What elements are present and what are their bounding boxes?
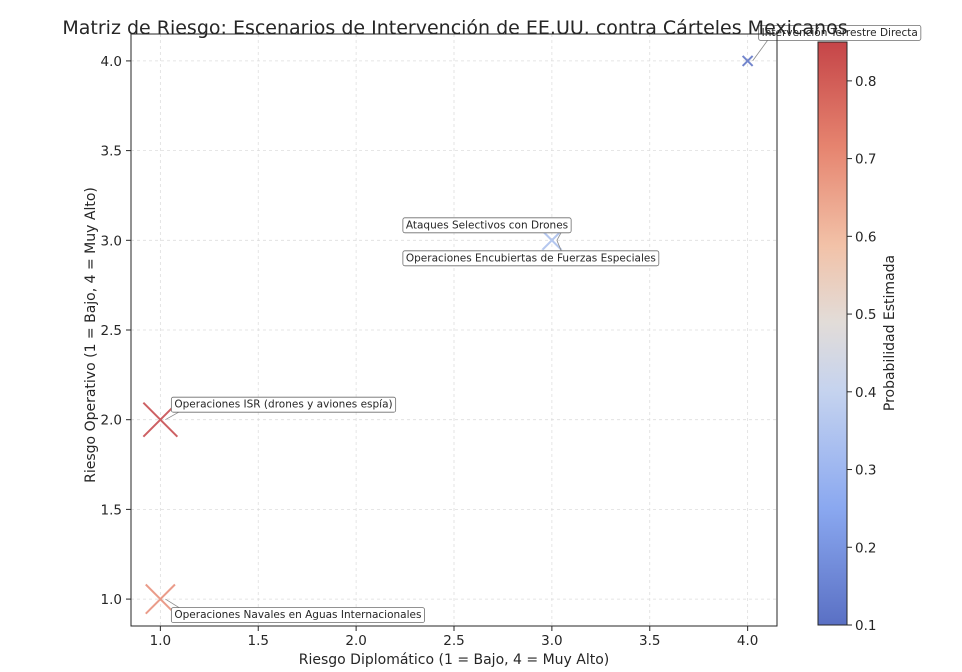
- x-tick-label: 1.5: [248, 633, 269, 649]
- annotation-box: [758, 25, 922, 41]
- annotation-box: [170, 396, 397, 413]
- grid-lines: [131, 34, 777, 626]
- x-axis-label: Riesgo Diplomático (1 = Bajo, 4 = Muy Al…: [299, 652, 610, 668]
- chart-title: Matriz de Riesgo: Escenarios de Interven…: [62, 17, 847, 39]
- annotation-box: [170, 607, 425, 623]
- colorbar-tick-label: 0.2: [855, 540, 876, 556]
- x-tick-label: 3.0: [541, 633, 562, 649]
- colorbar-tick-label: 0.6: [855, 229, 876, 245]
- annotation-label: Operaciones Navales en Aguas Internacion…: [174, 609, 421, 621]
- annotation-label: Operaciones ISR (drones y aviones espía): [174, 399, 392, 411]
- y-tick-label: 2.0: [101, 413, 122, 429]
- colorbar-tick-label: 0.3: [855, 463, 876, 479]
- y-tick-label: 3.5: [101, 144, 122, 160]
- annotation-box: [402, 217, 572, 234]
- annotations: Operaciones ISR (drones y aviones espía)…: [165, 25, 922, 623]
- annotation: Operaciones ISR (drones y aviones espía): [165, 396, 397, 421]
- y-axis-label: Riesgo Operativo (1 = Bajo, 4 = Muy Alto…: [83, 187, 99, 483]
- colorbar-tick-label: 0.4: [855, 385, 876, 401]
- colorbar-tick-label: 0.8: [855, 74, 876, 90]
- colorbar-tick-label: 0.1: [855, 618, 876, 634]
- y-tick-label: 2.5: [101, 323, 122, 339]
- x-tick-label: 3.5: [639, 633, 660, 649]
- scatter-marker: [741, 55, 754, 67]
- annotation-label: Intervención Terrestre Directa: [762, 27, 918, 39]
- colorbar-ticks: 0.1 0.2 0.3 0.4 0.5 0.6 0.7 0.8: [847, 74, 876, 634]
- y-tick-label: 4.0: [101, 54, 122, 70]
- scatter-marker: [542, 230, 562, 251]
- annotation: Operaciones Navales en Aguas Internacion…: [165, 598, 425, 623]
- annotation: Intervención Terrestre Directa: [752, 25, 922, 62]
- annotation-arrow: [752, 38, 769, 62]
- annotation-label: Operaciones Encubiertas de Fuerzas Espec…: [406, 252, 656, 264]
- annotation-arrow: [556, 240, 563, 253]
- colorbar-label: Probabilidad Estimada: [882, 255, 898, 411]
- x-tick-label: 1.0: [150, 633, 171, 649]
- x-tick-label: 4.0: [737, 633, 758, 649]
- annotation: Ataques Selectivos con Drones: [402, 217, 572, 241]
- annotation: Operaciones Encubiertas de Fuerzas Espec…: [402, 240, 660, 267]
- x-tick-label: 2.5: [443, 633, 464, 649]
- y-tick-label: 1.0: [101, 592, 122, 608]
- colorbar: [817, 41, 848, 626]
- y-axis-ticks: 1.0 1.5 2.0 2.5 3.0 3.5 4.0: [101, 54, 131, 608]
- colorbar-tick-label: 0.7: [855, 152, 876, 168]
- annotation-box: [402, 250, 660, 267]
- x-tick-label: 2.0: [345, 633, 366, 649]
- colorbar-tick-label: 0.5: [855, 307, 876, 323]
- x-axis-ticks: 1.0 1.5 2.0 2.5 3.0 3.5 4.0: [150, 626, 758, 649]
- y-tick-label: 3.0: [101, 233, 122, 249]
- scatter-marker: [145, 583, 176, 615]
- annotation-label: Ataques Selectivos con Drones: [406, 219, 568, 231]
- y-tick-label: 1.5: [101, 502, 122, 518]
- scatter-markers: [142, 55, 754, 615]
